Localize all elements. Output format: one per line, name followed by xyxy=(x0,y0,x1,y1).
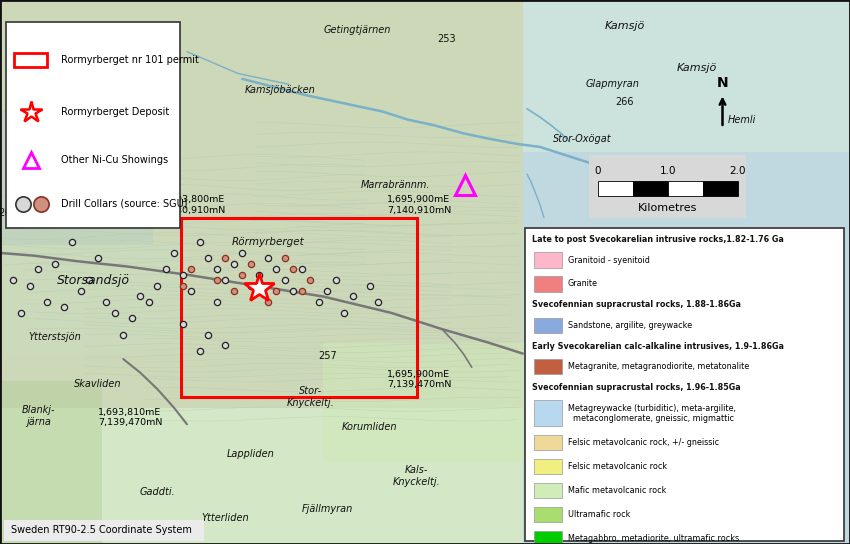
Text: 257: 257 xyxy=(318,351,337,361)
Text: 253: 253 xyxy=(437,34,456,44)
Text: Ytterliden: Ytterliden xyxy=(201,513,249,523)
Text: Stor-
Knyckeltj.: Stor- Knyckeltj. xyxy=(286,386,334,408)
Text: Drill Collars (source: SGU): Drill Collars (source: SGU) xyxy=(61,199,188,209)
Bar xyxy=(534,507,562,522)
Text: Mafic metavolcanic rock: Mafic metavolcanic rock xyxy=(568,486,666,495)
Bar xyxy=(598,181,632,196)
Text: Kals-
Knyckeltj.: Kals- Knyckeltj. xyxy=(393,465,440,487)
Text: Early Svecokarelian calc-alkaline intrusives, 1.9-1.86Ga: Early Svecokarelian calc-alkaline intrus… xyxy=(532,342,784,351)
Text: Stor-Oxögat: Stor-Oxögat xyxy=(553,134,611,144)
Text: 2.0: 2.0 xyxy=(729,166,746,176)
Bar xyxy=(534,400,562,426)
Text: Kamsjö: Kamsjö xyxy=(604,21,645,30)
Text: Metagreywacke (turbiditic), meta-argilite,
  metaconglomerate, gneissic, migmatt: Metagreywacke (turbiditic), meta-argilit… xyxy=(568,404,736,423)
Text: Kamsjöbäcken: Kamsjöbäcken xyxy=(245,85,316,95)
Bar xyxy=(534,359,562,374)
Text: Kamsjö: Kamsjö xyxy=(677,63,717,73)
Text: Gaddti.: Gaddti. xyxy=(139,487,175,497)
Text: Rormyrberget nr 101 permit: Rormyrberget nr 101 permit xyxy=(61,55,199,65)
Bar xyxy=(523,0,850,544)
Bar xyxy=(667,181,703,196)
Text: Glapmyran: Glapmyran xyxy=(585,79,639,89)
Text: Metagabbro, metadiorite, ultramafic rocks: Metagabbro, metadiorite, ultramafic rock… xyxy=(568,534,739,543)
Text: Svecofennian supracrustal rocks, 1.88-1.86Ga: Svecofennian supracrustal rocks, 1.88-1.… xyxy=(532,300,741,310)
Text: 1,695,900mE
7,139,470mN: 1,695,900mE 7,139,470mN xyxy=(387,369,451,389)
Bar xyxy=(703,181,738,196)
Text: Rörmyrberget: Rörmyrberget xyxy=(231,237,304,247)
Text: Korumliden: Korumliden xyxy=(342,422,398,432)
Text: Granite: Granite xyxy=(568,280,598,288)
Text: Late to post Svecokarelian intrusive rocks,1.82-1.76 Ga: Late to post Svecokarelian intrusive roc… xyxy=(532,235,784,244)
Text: 1.0: 1.0 xyxy=(660,166,676,176)
Text: 1,693,800mE
7,140,910mN: 1,693,800mE 7,140,910mN xyxy=(162,195,226,215)
Bar xyxy=(534,252,562,268)
Bar xyxy=(534,435,562,450)
Bar xyxy=(589,155,746,218)
Text: Metagranite, metagranodiorite, metatonalite: Metagranite, metagranodiorite, metatonal… xyxy=(568,362,749,371)
Text: Getingtjärnen: Getingtjärnen xyxy=(323,25,391,35)
Text: Rormyrberget Deposit: Rormyrberget Deposit xyxy=(61,107,169,116)
Text: Sweden RT90-2.5 Coordinate System: Sweden RT90-2.5 Coordinate System xyxy=(11,526,192,535)
Text: 1,693,810mE
7,139,470mN: 1,693,810mE 7,139,470mN xyxy=(98,407,162,427)
Text: Lappliden: Lappliden xyxy=(227,449,275,459)
Bar xyxy=(632,181,667,196)
Bar xyxy=(534,276,562,292)
Text: Kilometres: Kilometres xyxy=(638,203,697,213)
Bar xyxy=(534,531,562,544)
Text: Felsic metavolcanic rock: Felsic metavolcanic rock xyxy=(568,462,667,471)
Text: N: N xyxy=(717,76,728,90)
Text: Marrabrännm.: Marrabrännm. xyxy=(360,180,430,190)
Text: Felsic metavolcanic rock, +/- gneissic: Felsic metavolcanic rock, +/- gneissic xyxy=(568,438,719,447)
Bar xyxy=(523,0,850,152)
Bar xyxy=(14,53,47,67)
Text: Hemli: Hemli xyxy=(728,115,756,125)
Text: 1,695,900mE
7,140,910mN: 1,695,900mE 7,140,910mN xyxy=(387,195,451,215)
Text: Sandstone, argilite, greywacke: Sandstone, argilite, greywacke xyxy=(568,321,692,330)
Bar xyxy=(0,245,187,354)
Text: Granitoid - syenitoid: Granitoid - syenitoid xyxy=(568,256,649,264)
Text: Ultramafic rock: Ultramafic rock xyxy=(568,510,630,519)
Text: Blankj-
järna: Blankj- järna xyxy=(21,405,55,427)
Bar xyxy=(534,459,562,474)
Bar xyxy=(4,520,204,541)
Text: 0: 0 xyxy=(594,166,601,176)
Text: Fjällmyran: Fjällmyran xyxy=(302,504,353,514)
Text: Other Ni-Cu Showings: Other Ni-Cu Showings xyxy=(61,156,168,165)
Bar xyxy=(0,408,523,544)
Bar xyxy=(6,22,180,228)
Text: Skavliden: Skavliden xyxy=(74,379,122,388)
Text: Ytterstsjön: Ytterstsjön xyxy=(29,332,82,342)
Text: Svecofennian supracrustal rocks, 1.96-1.85Ga: Svecofennian supracrustal rocks, 1.96-1.… xyxy=(532,383,741,392)
Text: 262: 262 xyxy=(0,208,17,218)
Bar xyxy=(534,483,562,498)
Bar xyxy=(323,343,527,462)
Bar xyxy=(181,218,417,397)
Text: Storsandsjö: Storsandsjö xyxy=(57,274,130,287)
Bar xyxy=(0,109,153,245)
Bar xyxy=(0,381,102,544)
Text: 266: 266 xyxy=(615,97,634,107)
Bar xyxy=(534,318,562,333)
Bar xyxy=(0,0,523,544)
Bar xyxy=(525,228,844,541)
